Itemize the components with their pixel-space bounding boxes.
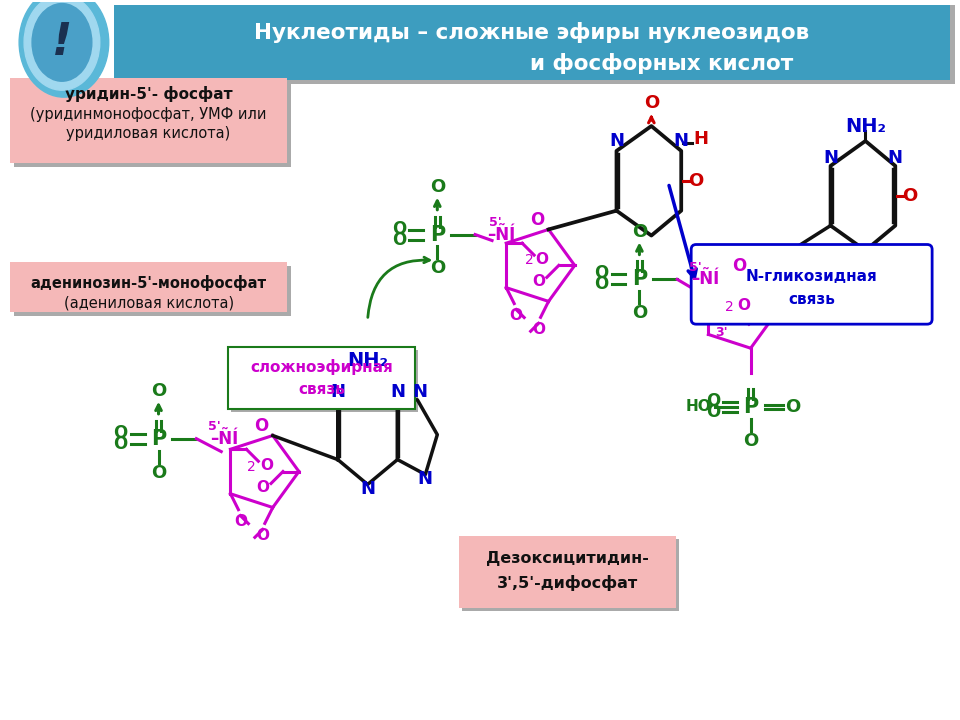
Text: аденинозин-5'-монофосфат: аденинозин-5'-монофосфат bbox=[31, 275, 267, 292]
Text: O: O bbox=[706, 392, 720, 410]
Text: O: O bbox=[234, 514, 247, 529]
Text: 2: 2 bbox=[725, 300, 733, 314]
Text: O: O bbox=[532, 322, 545, 337]
Text: O: O bbox=[632, 222, 647, 240]
Text: O: O bbox=[393, 220, 407, 238]
FancyBboxPatch shape bbox=[699, 253, 930, 322]
Text: O: O bbox=[594, 275, 609, 293]
Text: NH₂: NH₂ bbox=[348, 351, 388, 369]
Text: O: O bbox=[254, 417, 268, 435]
Text: P: P bbox=[632, 269, 647, 289]
Text: O: O bbox=[706, 403, 720, 421]
Text: 3': 3' bbox=[715, 325, 728, 338]
Text: O: O bbox=[510, 308, 522, 323]
FancyBboxPatch shape bbox=[231, 350, 419, 412]
Text: и фосфорных кислот: и фосфорных кислот bbox=[530, 53, 793, 74]
Text: O: O bbox=[743, 432, 758, 450]
Text: H: H bbox=[694, 130, 708, 148]
Text: O: O bbox=[256, 480, 270, 495]
FancyBboxPatch shape bbox=[459, 536, 676, 608]
Text: O: O bbox=[737, 298, 751, 313]
FancyBboxPatch shape bbox=[119, 4, 955, 84]
FancyBboxPatch shape bbox=[691, 245, 932, 324]
Text: 5': 5' bbox=[688, 261, 702, 274]
Text: O: O bbox=[536, 251, 548, 266]
Text: 2: 2 bbox=[247, 459, 255, 474]
Text: (уридинмонофосфат, УМФ или: (уридинмонофосфат, УМФ или bbox=[31, 107, 267, 122]
Text: P: P bbox=[151, 428, 166, 449]
Text: 5': 5' bbox=[489, 216, 501, 229]
Text: (адениловая кислота): (адениловая кислота) bbox=[63, 296, 233, 311]
Text: O: O bbox=[151, 464, 166, 482]
Text: O: O bbox=[260, 458, 273, 473]
Text: сложноэфирная: сложноэфирная bbox=[251, 359, 394, 375]
Text: Нуклеотиды – сложные эфиры нуклеозидов: Нуклеотиды – сложные эфиры нуклеозидов bbox=[254, 22, 809, 43]
Text: N: N bbox=[330, 383, 346, 401]
Text: P: P bbox=[430, 225, 444, 245]
Text: N: N bbox=[412, 383, 427, 401]
FancyBboxPatch shape bbox=[113, 4, 950, 80]
Text: O: O bbox=[594, 264, 609, 282]
Text: связь: связь bbox=[788, 292, 835, 307]
Text: O: O bbox=[533, 274, 545, 289]
Text: уридиловая кислота): уридиловая кислота) bbox=[66, 127, 230, 142]
Text: O: O bbox=[785, 398, 800, 416]
FancyBboxPatch shape bbox=[228, 347, 416, 409]
Text: O: O bbox=[151, 382, 166, 400]
Text: N: N bbox=[390, 383, 405, 401]
Text: O: O bbox=[732, 258, 746, 276]
Text: O: O bbox=[113, 435, 128, 453]
Text: уридин-5'- фосфат: уридин-5'- фосфат bbox=[64, 86, 232, 102]
Text: 3',5'-дифосфат: 3',5'-дифосфат bbox=[497, 575, 638, 591]
Text: O: O bbox=[430, 178, 444, 196]
Text: HO: HO bbox=[686, 400, 711, 415]
Text: O: O bbox=[256, 528, 270, 543]
Text: –ÑÍ: –ÑÍ bbox=[691, 270, 719, 288]
FancyBboxPatch shape bbox=[11, 262, 287, 312]
Text: N: N bbox=[888, 149, 902, 167]
FancyBboxPatch shape bbox=[462, 539, 680, 611]
Text: –ÑÍ: –ÑÍ bbox=[210, 430, 238, 448]
Text: 2: 2 bbox=[524, 253, 533, 267]
Text: O: O bbox=[393, 230, 407, 248]
Text: O: O bbox=[902, 186, 918, 204]
Text: –ÑÍ: –ÑÍ bbox=[487, 225, 516, 243]
FancyBboxPatch shape bbox=[14, 82, 291, 167]
Text: связь: связь bbox=[299, 382, 346, 397]
Text: O: O bbox=[644, 94, 659, 112]
Text: N-гликозидная: N-гликозидная bbox=[746, 269, 877, 284]
Ellipse shape bbox=[19, 0, 108, 97]
Text: 5': 5' bbox=[208, 420, 221, 433]
Text: N: N bbox=[609, 132, 624, 150]
Ellipse shape bbox=[32, 4, 92, 81]
Text: O: O bbox=[632, 305, 647, 323]
Text: Дезоксицитидин-: Дезоксицитидин- bbox=[487, 551, 649, 566]
Text: N: N bbox=[360, 480, 375, 498]
FancyBboxPatch shape bbox=[14, 266, 291, 316]
FancyBboxPatch shape bbox=[11, 78, 287, 163]
Text: N: N bbox=[823, 149, 838, 167]
Text: NH₂: NH₂ bbox=[845, 117, 886, 135]
Text: P: P bbox=[743, 397, 758, 417]
Text: O: O bbox=[530, 211, 544, 229]
Text: O: O bbox=[113, 423, 128, 441]
Ellipse shape bbox=[24, 0, 100, 90]
Text: N: N bbox=[418, 470, 433, 488]
Text: O: O bbox=[430, 259, 444, 277]
Text: N: N bbox=[674, 132, 688, 150]
Text: O: O bbox=[688, 172, 704, 190]
Text: !: ! bbox=[52, 21, 72, 64]
